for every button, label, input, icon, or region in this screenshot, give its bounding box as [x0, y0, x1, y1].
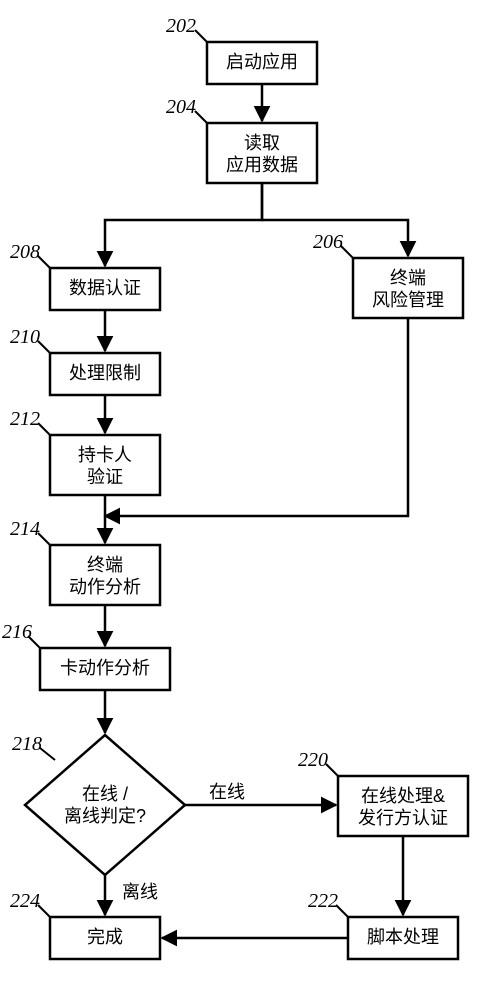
node-222: 脚本处理 222: [308, 890, 458, 959]
node-208-ref: 208: [10, 241, 40, 263]
node-206: 终端 风险管理 206: [313, 231, 463, 318]
node-204-ref: 204: [166, 96, 196, 118]
node-210-text: 处理限制: [69, 363, 141, 383]
node-204-text-1: 应用数据: [226, 155, 298, 175]
node-214: 终端 动作分析 214: [10, 518, 160, 605]
node-214-text-1: 动作分析: [69, 577, 141, 597]
node-206-ref: 206: [313, 231, 343, 253]
node-218-text-0: 在线 /: [82, 784, 128, 804]
node-224-text: 完成: [87, 927, 123, 947]
node-202-text: 启动应用: [226, 52, 298, 72]
node-216-ref: 216: [2, 621, 32, 643]
node-212: 持卡人 验证 212: [10, 408, 160, 495]
node-220-text-1: 发行方认证: [358, 808, 448, 828]
node-212-text-1: 验证: [87, 467, 123, 487]
node-218-text-1: 离线判定?: [64, 806, 146, 826]
node-220: 在线处理& 发行方认证 220: [298, 749, 468, 836]
edge-204-208: [105, 183, 262, 266]
node-222-text: 脚本处理: [367, 927, 439, 947]
node-208-text: 数据认证: [69, 278, 141, 298]
node-206-text-0: 终端: [390, 268, 426, 288]
node-222-ref: 222: [308, 890, 338, 912]
node-224-ref: 224: [10, 890, 40, 912]
node-212-text-0: 持卡人: [78, 445, 132, 465]
node-210-ref: 210: [10, 326, 40, 348]
node-218-ref: 218: [12, 733, 42, 755]
node-208: 数据认证 208: [10, 241, 160, 310]
node-206-text-1: 风险管理: [372, 290, 444, 310]
edge-label-online: 在线: [209, 782, 245, 802]
node-216-text: 卡动作分析: [60, 658, 150, 678]
node-202-ref: 202: [166, 15, 196, 37]
node-204: 读取 应用数据 204: [166, 96, 317, 183]
node-216: 卡动作分析 216: [2, 621, 170, 690]
edge-label-offline: 离线: [122, 882, 158, 902]
node-210: 处理限制 210: [10, 326, 160, 395]
node-220-text-0: 在线处理&: [361, 786, 445, 806]
node-220-ref: 220: [298, 749, 328, 771]
node-218: 在线 / 离线判定? 218: [12, 733, 185, 875]
node-204-text-0: 读取: [244, 133, 280, 153]
node-212-ref: 212: [10, 408, 40, 430]
node-202: 启动应用 202: [166, 15, 317, 84]
node-214-text-0: 终端: [87, 555, 123, 575]
node-214-ref: 214: [10, 518, 40, 540]
